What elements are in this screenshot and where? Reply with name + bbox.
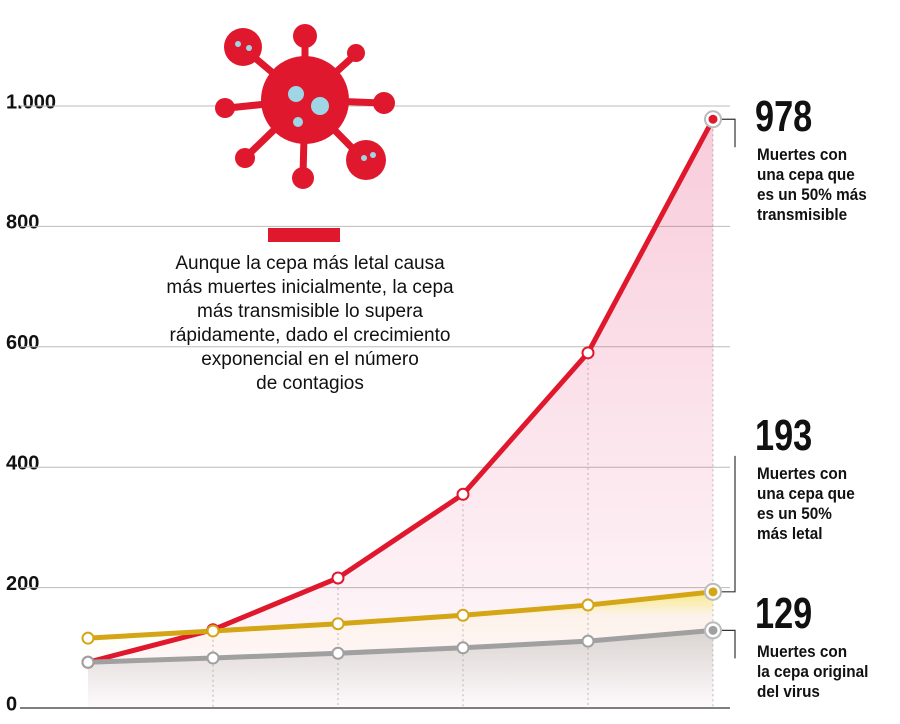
y-tick-label: 1.000	[6, 91, 56, 113]
end-value: 193	[755, 410, 813, 460]
y-tick-label: 600	[6, 332, 39, 354]
connector	[722, 455, 736, 593]
point	[581, 346, 595, 360]
area	[88, 119, 713, 708]
point	[206, 651, 220, 665]
point	[331, 646, 345, 660]
point-core	[708, 625, 718, 635]
end-value: 129	[755, 589, 813, 639]
point-core	[708, 587, 718, 597]
connector	[722, 118, 736, 148]
point	[331, 571, 345, 585]
series-line	[87, 589, 714, 641]
series-line	[87, 118, 716, 665]
area	[88, 630, 713, 708]
point	[456, 487, 470, 501]
y-tick-label: 400	[6, 452, 39, 474]
y-tick-label: 0	[6, 693, 17, 715]
series-line	[87, 627, 714, 665]
point	[581, 598, 595, 612]
point	[206, 624, 220, 638]
annotation: Aunque la cepa más letal causa más muert…	[120, 252, 500, 396]
series-label: Muertes con una cepa que es un 50% más t…	[757, 145, 867, 225]
connector	[722, 629, 736, 659]
y-tick-label: 200	[6, 573, 39, 595]
point	[81, 655, 95, 669]
point	[331, 617, 345, 631]
accent-bar	[268, 228, 340, 242]
virus-icon	[215, 24, 395, 189]
point	[81, 631, 95, 645]
point-core	[708, 114, 718, 124]
point	[456, 608, 470, 622]
end-value: 978	[755, 92, 813, 142]
series-label: Muertes con una cepa que es un 50% más l…	[757, 463, 855, 543]
point	[581, 634, 595, 648]
y-tick-label: 800	[6, 212, 39, 234]
point	[456, 641, 470, 655]
series-label: Muertes con la cepa original del virus	[757, 642, 869, 702]
annotation-text: Aunque la cepa más letal causa más muert…	[166, 253, 454, 394]
